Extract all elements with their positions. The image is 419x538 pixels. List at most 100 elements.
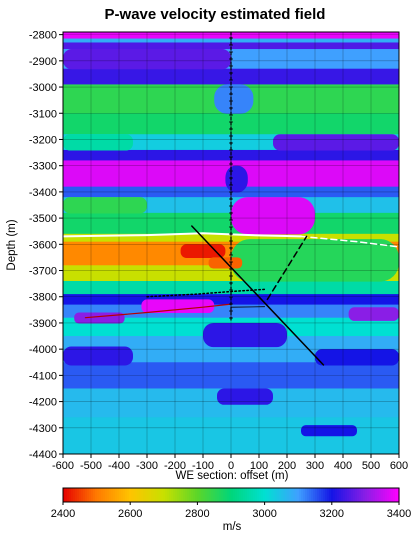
y-tick-label: -3200 xyxy=(29,134,57,146)
colorbar-swatch xyxy=(309,488,312,502)
velocity-patch xyxy=(348,307,399,321)
colorbar-tick-label: 2600 xyxy=(118,508,142,520)
colorbar-swatch xyxy=(339,488,342,502)
colorbar-swatch xyxy=(257,488,260,502)
colorbar-swatch xyxy=(157,488,160,502)
x-tick-label: -400 xyxy=(108,460,130,472)
colorbar-swatch xyxy=(103,488,106,502)
colorbar-swatch xyxy=(243,488,246,502)
y-axis-ticks: -2800 -2900 -3000 -3100 -3200 -3300 -3400 -3500… xyxy=(29,30,63,461)
colorbar-swatch xyxy=(265,488,268,502)
colorbar-swatch xyxy=(295,488,298,502)
colorbar-swatch xyxy=(245,488,248,502)
colorbar-tick-label: 2400 xyxy=(51,508,75,520)
x-tick-label: 300 xyxy=(306,460,324,472)
colorbar-swatch xyxy=(261,488,264,502)
colorbar-swatch xyxy=(123,488,126,502)
velocity-patch xyxy=(63,49,231,70)
colorbar-swatch xyxy=(379,488,382,502)
colorbar-swatch xyxy=(385,488,388,502)
x-tick-label: -100 xyxy=(192,460,214,472)
colorbar-swatch xyxy=(73,488,76,502)
colorbar-swatch xyxy=(331,488,334,502)
colorbar-swatch xyxy=(323,488,326,502)
colorbar-swatch xyxy=(175,488,178,502)
velocity-layer xyxy=(63,42,399,50)
colorbar-swatch xyxy=(253,488,256,502)
y-tick-label: -3300 xyxy=(29,161,57,173)
y-tick-label: -4100 xyxy=(29,370,57,382)
x-tick-label: 200 xyxy=(278,460,296,472)
colorbar-swatch xyxy=(277,488,280,502)
colorbar-swatch xyxy=(225,488,228,502)
velocity-patch xyxy=(214,84,254,114)
y-tick-label: -3600 xyxy=(29,239,57,251)
colorbar-swatch xyxy=(285,488,288,502)
velocity-layer xyxy=(63,362,399,390)
colorbar-swatch xyxy=(267,488,270,502)
colorbar-swatch xyxy=(337,488,340,502)
colorbar-swatch xyxy=(255,488,258,502)
colorbar-swatch xyxy=(383,488,386,502)
colorbar-swatch xyxy=(397,488,400,502)
colorbar-swatch xyxy=(263,488,266,502)
colorbar-swatch xyxy=(345,488,348,502)
colorbar-swatch xyxy=(349,488,352,502)
colorbar-swatch xyxy=(325,488,328,502)
colorbar-swatch xyxy=(221,488,224,502)
colorbar-swatch xyxy=(129,488,132,502)
velocity-patch xyxy=(231,239,399,282)
colorbar-swatch xyxy=(319,488,322,502)
overlay-line xyxy=(266,235,308,301)
velocity-patch xyxy=(74,312,125,324)
colorbar-tick-label: 2800 xyxy=(185,508,209,520)
colorbar-swatch xyxy=(293,488,296,502)
colorbar-swatch xyxy=(299,488,302,502)
colorbar-swatch xyxy=(329,488,332,502)
colorbar-swatch xyxy=(395,488,398,502)
x-axis-ticks: -600 -500 -400 -300 -200 -100 0 100 200 300 400 500… xyxy=(52,454,408,472)
colorbar-swatch xyxy=(185,488,188,502)
colorbar-swatch xyxy=(275,488,278,502)
colorbar-swatch xyxy=(81,488,84,502)
colorbar-swatch xyxy=(91,488,94,502)
colorbar-swatch xyxy=(69,488,72,502)
colorbar-swatch xyxy=(163,488,166,502)
colorbar-swatch xyxy=(223,488,226,502)
colorbar-swatch xyxy=(271,488,274,502)
y-tick-label: -3900 xyxy=(29,318,57,330)
colorbar-swatch xyxy=(259,488,262,502)
y-axis-title: Depth (m) xyxy=(6,219,18,270)
colorbar-swatch xyxy=(173,488,176,502)
colorbar-swatch xyxy=(355,488,358,502)
colorbar-swatch xyxy=(311,488,314,502)
colorbar-swatch xyxy=(373,488,376,502)
colorbar-swatch xyxy=(273,488,276,502)
y-tick-label: -3700 xyxy=(29,266,57,278)
velocity-patch xyxy=(63,134,133,151)
colorbar-swatch xyxy=(351,488,354,502)
colorbar: 2400 2600 2800 3000 3200 3400 xyxy=(51,487,411,520)
colorbar-swatch xyxy=(211,488,214,502)
colorbar-swatch xyxy=(343,488,346,502)
colorbar-swatch xyxy=(165,488,168,502)
y-tick-label: -3500 xyxy=(29,213,57,225)
colorbar-swatch xyxy=(171,488,174,502)
colorbar-swatch xyxy=(139,488,142,502)
velocity-patch xyxy=(141,299,215,314)
colorbar-swatch xyxy=(231,488,234,502)
x-tick-label: 500 xyxy=(362,460,380,472)
colorbar-swatch xyxy=(269,488,272,502)
colorbar-swatch xyxy=(367,488,370,502)
colorbar-swatch xyxy=(203,488,206,502)
colorbar-swatch xyxy=(141,488,144,502)
colorbar-swatch xyxy=(237,488,240,502)
colorbar-swatch xyxy=(209,488,212,502)
velocity-patch xyxy=(217,388,273,405)
colorbar-swatch xyxy=(303,488,306,502)
colorbar-swatch xyxy=(301,488,304,502)
colorbar-swatch xyxy=(71,488,74,502)
colorbar-swatch xyxy=(229,488,232,502)
overlay-line xyxy=(84,303,232,319)
